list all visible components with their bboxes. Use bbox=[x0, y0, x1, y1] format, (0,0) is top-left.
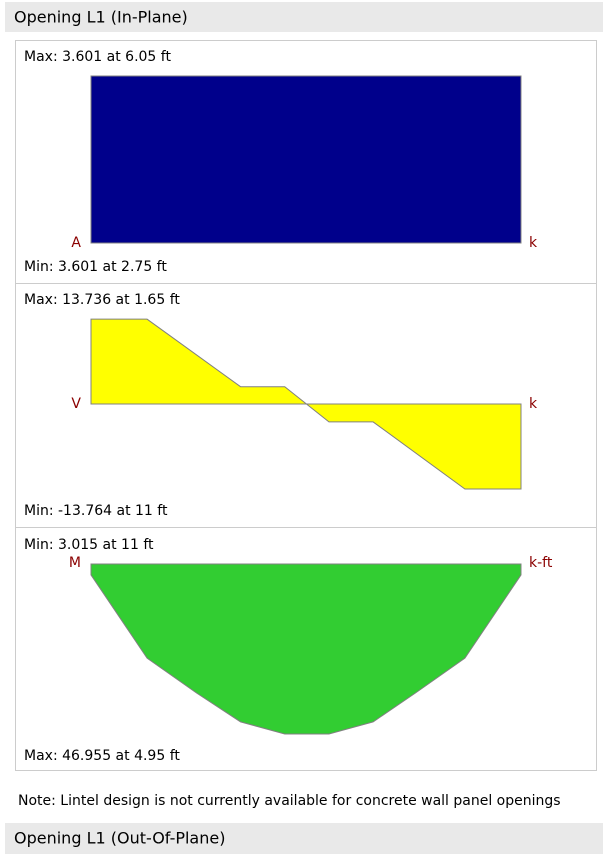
max-min-label: Min: 3.601 at 2.75 ft bbox=[24, 259, 167, 275]
section-header bbox=[5, 2, 603, 32]
diagram-area bbox=[90, 563, 522, 735]
section-title: Opening L1 (Out-Of-Plane) bbox=[14, 829, 225, 848]
diagram-area bbox=[90, 75, 522, 244]
max-min-label: Max: 13.736 at 1.65 ft bbox=[24, 292, 180, 308]
diagram-symbol: V bbox=[71, 396, 81, 412]
section-title: Opening L1 (In-Plane) bbox=[14, 8, 188, 27]
diagram-area bbox=[90, 318, 522, 490]
note: Note: Lintel design is not currently ava… bbox=[18, 793, 561, 809]
unit-label: k bbox=[529, 396, 538, 412]
diagram-symbol: M bbox=[69, 555, 81, 571]
unit-label: k bbox=[529, 235, 538, 251]
unit-label: k-ft bbox=[529, 555, 553, 571]
diagram-symbol: A bbox=[71, 235, 81, 251]
max-min-label: Min: -13.764 at 11 ft bbox=[24, 503, 168, 519]
max-min-label: Min: 3.015 at 11 ft bbox=[24, 537, 154, 553]
max-min-label: Max: 46.955 at 4.95 ft bbox=[24, 748, 180, 764]
section-header bbox=[5, 823, 603, 854]
max-min-label: Max: 3.601 at 6.05 ft bbox=[24, 49, 171, 65]
